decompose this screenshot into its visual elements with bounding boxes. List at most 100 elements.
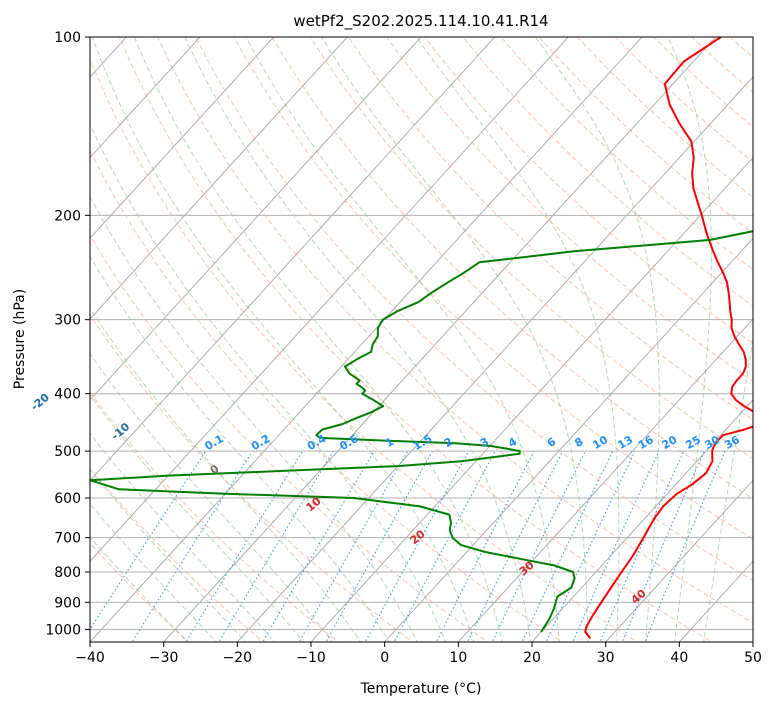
dry-adiabat-line [653, 37, 753, 128]
moist-adiabat-line [90, 352, 333, 642]
y-tick-label: 900 [54, 595, 81, 611]
mixing-ratio-line [572, 450, 660, 642]
mixing-ratio-line [435, 450, 535, 642]
x-tick-label: 30 [597, 650, 615, 666]
dry-adiabat-line [500, 37, 753, 271]
y-axis-ticks: 100 200 300 400 500 600 700 800 900 1000 [45, 30, 90, 638]
dry-adiabat-line [271, 37, 753, 500]
mixing-ratio-label: 20 [660, 433, 680, 452]
dry-adiabat-line [233, 37, 753, 540]
mixing-ratio-label: 1.5 [411, 432, 434, 453]
isotherm-line [604, 479, 753, 642]
isotherm-line [236, 76, 753, 642]
moist-adiabat-line [90, 195, 418, 642]
isotherm-line [310, 156, 753, 642]
y-tick-label: 100 [54, 30, 81, 46]
moist-adiabat-line [90, 468, 247, 642]
dry-adiabat-label: -20 [28, 391, 52, 414]
mixing-ratio-line [621, 450, 705, 642]
mixing-ratio-line [644, 450, 726, 642]
isotherm-line [752, 641, 753, 642]
isotherm-line [90, 37, 496, 482]
dry-adiabat-line [462, 37, 753, 307]
moist-adiabat-line [90, 536, 188, 642]
moist-adiabat-line [91, 37, 475, 642]
isotherm-line [383, 237, 753, 642]
moist-adiabat-line [133, 37, 503, 642]
dry-adiabat-line [90, 313, 414, 642]
dry-adiabat-line [309, 37, 753, 460]
moist-adiabat-line [184, 37, 532, 642]
mixing-ratio-line [545, 450, 636, 642]
moist-adiabat-line [90, 307, 362, 642]
mixing-ratio-label: 8 [572, 435, 585, 450]
dry-adiabat-line [118, 37, 713, 642]
x-axis-ticks: −40 −30 −20 −10 0 10 20 30 40 50 [75, 642, 762, 666]
moist-adiabat-line [90, 394, 305, 642]
mixing-ratio-label: 6 [545, 435, 558, 450]
mixing-ratio-line [521, 450, 614, 642]
isotherm-line [90, 37, 570, 562]
isotherm-line [90, 37, 201, 159]
line-labels: -100-90-80-70-60-50-40-30-20-10010203040… [28, 391, 742, 607]
x-tick-label: −10 [296, 650, 326, 666]
y-tick-label: 200 [54, 208, 81, 224]
isotherm-line [678, 560, 753, 642]
mixing-ratio-line [298, 450, 409, 642]
isotherm-line [457, 318, 753, 642]
x-tick-label: −40 [75, 650, 105, 666]
mixing-ratio-line [131, 450, 254, 642]
isotherm-line [0, 24, 65, 645]
dry-adiabat-line [90, 58, 638, 642]
mixing-ratio-label: 25 [683, 433, 703, 452]
dry-adiabat-line [90, 234, 489, 642]
x-tick-label: 10 [449, 650, 467, 666]
temperature-profile-line [584, 37, 753, 640]
dewpoint-profile-line [90, 230, 753, 633]
x-tick-label: 40 [670, 650, 688, 666]
isotherm-line [162, 37, 717, 642]
y-tick-label: 600 [54, 491, 81, 507]
mixing-ratio-line [393, 450, 496, 642]
profile-lines [90, 37, 753, 640]
mixing-ratio-label: 10 [590, 433, 610, 452]
mixing-ratio-line [325, 450, 433, 642]
moist-adiabat-line [90, 255, 390, 642]
x-tick-label: −20 [223, 650, 253, 666]
isotherm-line [90, 37, 275, 240]
mixing-ratio-line [185, 450, 304, 642]
x-tick-label: 50 [744, 650, 762, 666]
mixing-ratio-line [599, 450, 685, 642]
moist-adiabat-line [90, 432, 276, 642]
y-axis-label: Pressure (hPa) [12, 289, 28, 389]
mixing-ratio-label: 0.6 [337, 432, 361, 453]
moist-adiabat-line [90, 503, 218, 642]
moist-adiabat-line [321, 37, 589, 642]
isotherm-line [90, 37, 349, 320]
dry-adiabat-line [347, 37, 753, 421]
mixing-ratio-label: 30 [702, 433, 722, 452]
mixing-ratio-label: 0.4 [305, 432, 329, 453]
y-tick-label: 800 [54, 565, 81, 581]
mixing-ratio-label: 0.2 [249, 432, 272, 453]
y-tick-label: 1000 [45, 622, 81, 638]
dry-adiabat-line [195, 37, 753, 582]
y-tick-label: 300 [54, 313, 81, 329]
dry-adiabat-line [386, 37, 753, 382]
x-tick-label: 0 [380, 650, 389, 666]
isotherm-line [90, 37, 643, 642]
mixing-ratio-line [90, 450, 207, 631]
dry-adiabat-line [576, 37, 753, 198]
y-tick-label: 700 [54, 531, 81, 547]
dry-adiabat-label: 40 [629, 587, 649, 607]
mixing-ratio-line [491, 450, 586, 642]
chart-title: wetPf2_S202.2025.114.10.41.R14 [293, 12, 548, 31]
plot-frame [89, 36, 754, 643]
y-tick-label: 500 [54, 444, 81, 460]
mixing-ratio-label: 36 [722, 433, 742, 452]
isotherm-line [531, 399, 753, 642]
mixing-ratio-line [364, 450, 470, 642]
mixing-ratio-label: 1 [383, 435, 396, 450]
x-tick-label: −30 [149, 650, 179, 666]
